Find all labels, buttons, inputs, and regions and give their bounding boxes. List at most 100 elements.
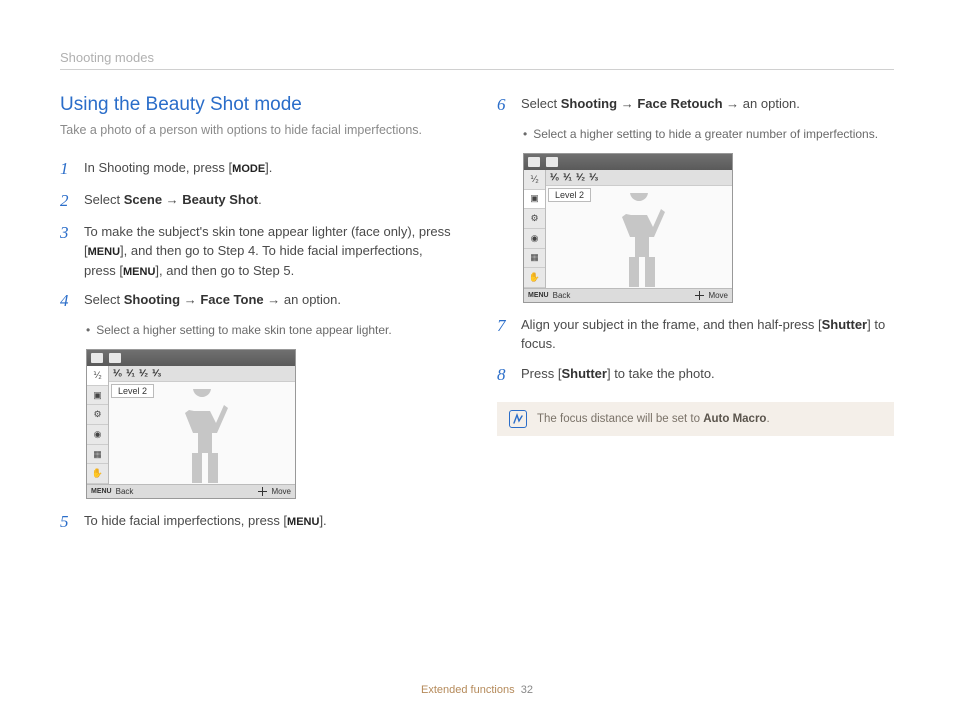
step-text: To hide facial imperfections, press [MEN… (84, 511, 327, 531)
txt: . (766, 413, 769, 425)
note-text: The focus distance will be set to Auto M… (537, 413, 770, 425)
lcd-side-item: ◉ (87, 425, 108, 445)
person-silhouette-icon (167, 389, 237, 484)
strip-opt: ⅟₁ (126, 368, 135, 379)
step-number: 1 (60, 158, 74, 180)
strip-opt: ⅟₂ (576, 172, 585, 183)
txt: ], and then go to Step 5. (155, 263, 294, 278)
lcd-canvas: ⅟₀ ⅟₁ ⅟₂ ⅟₃ Level 2 (546, 170, 732, 288)
dpad-icon (695, 291, 704, 300)
txt: Shutter (561, 366, 607, 381)
section-subtitle: Take a photo of a person with options to… (60, 122, 457, 140)
lcd-side-item: ⅟₂ (87, 366, 108, 386)
step-6: 6 Select Shooting → Face Retouch → an op… (497, 94, 894, 116)
lcd-side-item: ▣ (87, 386, 108, 406)
step-text: Press [Shutter] to take the photo. (521, 364, 715, 384)
menu-key-icon: MENU (528, 292, 549, 299)
txt: an option. (743, 96, 800, 111)
txt: Align your subject in the frame, and the… (521, 317, 822, 332)
lcd-level-label: Level 2 (548, 188, 591, 202)
strip-opt: ⅟₃ (152, 368, 161, 379)
dpad-icon (258, 487, 267, 496)
lcd-main: ⅟₂ ▣ ⚙ ◉ ▦ ✋ ⅟₀ ⅟₁ ⅟₂ ⅟₃ Level 2 (524, 170, 732, 288)
txt: Select a higher setting to hide a greate… (533, 126, 878, 143)
step-text: To make the subject's skin tone appear l… (84, 222, 457, 281)
right-column: 6 Select Shooting → Face Retouch → an op… (497, 94, 894, 543)
step-number: 3 (60, 222, 74, 244)
lcd-level-label: Level 2 (111, 384, 154, 398)
lcd-top-icon (91, 353, 103, 363)
lcd-side-item: ▣ (524, 190, 545, 210)
menu-key: MENU (123, 266, 155, 278)
lcd-sidebar: ⅟₂ ▣ ⚙ ◉ ▦ ✋ (524, 170, 546, 288)
txt: ] to take the photo. (607, 366, 715, 381)
lcd-side-item: ◉ (524, 229, 545, 249)
step-text: Select Shooting → Face Tone → an option. (84, 290, 341, 310)
txt: Select (84, 192, 124, 207)
header-rule (60, 69, 894, 70)
lcd-back-label: Back (116, 487, 134, 496)
lcd-side-item: ⚙ (87, 405, 108, 425)
step-number: 7 (497, 315, 511, 337)
txt: To hide facial imperfections, press [ (84, 513, 287, 528)
lcd-option-strip: ⅟₀ ⅟₁ ⅟₂ ⅟₃ (109, 366, 295, 382)
txt: ]. (265, 160, 272, 175)
txt: Shooting (124, 292, 180, 307)
page-footer: Extended functions 32 (0, 684, 954, 696)
step-8: 8 Press [Shutter] to take the photo. (497, 364, 894, 386)
step-text: Select Scene → Beauty Shot. (84, 190, 262, 210)
footer-page: 32 (521, 684, 533, 696)
lcd-option-strip: ⅟₀ ⅟₁ ⅟₂ ⅟₃ (546, 170, 732, 186)
step-2: 2 Select Scene → Beauty Shot. (60, 190, 457, 212)
lcd-side-item: ▦ (524, 249, 545, 269)
lcd-side-item: ✋ (524, 268, 545, 288)
txt: Auto Macro (703, 413, 766, 425)
strip-opt: ⅟₂ (139, 368, 148, 379)
lcd-sidebar: ⅟₂ ▣ ⚙ ◉ ▦ ✋ (87, 366, 109, 484)
step-number: 6 (497, 94, 511, 116)
strip-opt: ⅟₁ (563, 172, 572, 183)
arrow: → (180, 292, 200, 307)
step-5: 5 To hide facial imperfections, press [M… (60, 511, 457, 533)
menu-key: MENU (88, 246, 120, 258)
step-number: 4 (60, 290, 74, 312)
step-text: Select Shooting → Face Retouch → an opti… (521, 94, 800, 114)
step-1: 1 In Shooting mode, press [MODE]. (60, 158, 457, 180)
txt: The focus distance will be set to (537, 413, 703, 425)
step-text: In Shooting mode, press [MODE]. (84, 158, 272, 178)
step-number: 8 (497, 364, 511, 386)
txt: Beauty Shot (182, 192, 258, 207)
arrow: → (723, 96, 743, 111)
lcd-preview-facetone: ⅟₂ ▣ ⚙ ◉ ▦ ✋ ⅟₀ ⅟₁ ⅟₂ ⅟₃ Level 2 (86, 349, 296, 499)
txt: an option. (284, 292, 341, 307)
lcd-top-icon (546, 157, 558, 167)
txt: Shutter (822, 317, 868, 332)
txt: Select (521, 96, 561, 111)
lcd-top-icon (528, 157, 540, 167)
lcd-top-icon (109, 353, 121, 363)
content-columns: Using the Beauty Shot mode Take a photo … (60, 94, 894, 543)
lcd-main: ⅟₂ ▣ ⚙ ◉ ▦ ✋ ⅟₀ ⅟₁ ⅟₂ ⅟₃ Level 2 (87, 366, 295, 484)
arrow: → (162, 192, 182, 207)
strip-opt: ⅟₀ (113, 368, 122, 379)
lcd-back-label: Back (553, 291, 571, 300)
txt: Select (84, 292, 124, 307)
lcd-bottombar: MENU Back Move (524, 288, 732, 302)
menu-key: MENU (287, 516, 319, 528)
txt: Press [ (521, 366, 561, 381)
arrow: → (617, 96, 637, 111)
lcd-move-label: Move (708, 291, 728, 300)
section-title: Using the Beauty Shot mode (60, 94, 457, 116)
note-box: The focus distance will be set to Auto M… (497, 402, 894, 436)
step-number: 5 (60, 511, 74, 533)
strip-opt: ⅟₀ (550, 172, 559, 183)
lcd-bottombar: MENU Back Move (87, 484, 295, 498)
strip-opt: ⅟₃ (589, 172, 598, 183)
person-silhouette-icon (604, 193, 674, 288)
note-icon (509, 410, 527, 428)
step-text: Align your subject in the frame, and the… (521, 315, 894, 354)
menu-key-icon: MENU (91, 488, 112, 495)
txt: Face Tone (200, 292, 263, 307)
txt: In Shooting mode, press [ (84, 160, 232, 175)
txt: Scene (124, 192, 162, 207)
